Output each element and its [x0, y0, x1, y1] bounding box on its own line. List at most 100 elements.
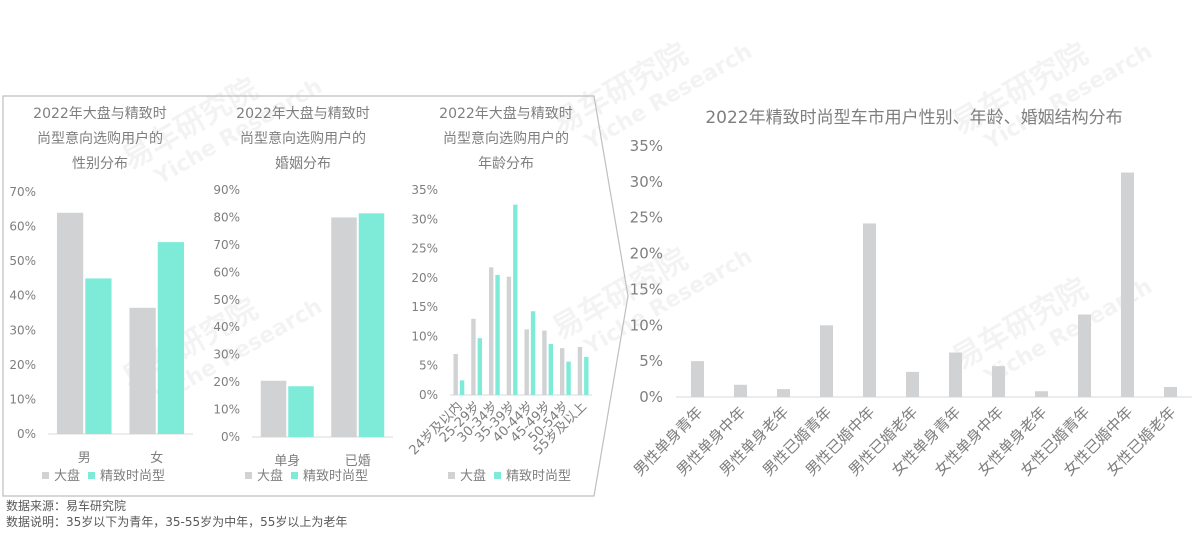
market-bar-6	[559, 348, 565, 395]
y-tick-label: 35%	[630, 137, 663, 155]
legend-label-market: 大盘	[257, 468, 283, 484]
premium-bar-0	[459, 380, 465, 395]
structure-bar-3	[820, 325, 833, 397]
market-bar-0	[453, 354, 458, 395]
y-tick-label: 60%	[213, 265, 240, 279]
y-tick-label: 0%	[221, 430, 240, 444]
y-tick-label: 0%	[17, 427, 36, 441]
chart-title-line: 2022年大盘与精致时	[236, 105, 370, 122]
y-tick-label: 25%	[411, 242, 438, 256]
legend-label-premium: 精致时尚型	[100, 469, 165, 484]
structure-bar-10	[1121, 172, 1134, 397]
structure-bar-5	[906, 371, 919, 397]
y-tick-label: 0%	[419, 388, 438, 402]
structure-bar-9	[1078, 314, 1091, 397]
y-tick-label: 15%	[630, 280, 663, 298]
premium-bar-2	[495, 274, 500, 395]
structure-bar-0	[691, 361, 704, 397]
structure-bar-7	[992, 366, 1005, 397]
y-tick-label: 20%	[630, 245, 663, 263]
chart-title-line: 2022年大盘与精致时	[33, 105, 167, 122]
y-tick-label: 20%	[213, 375, 240, 389]
x-category-label: 女	[150, 450, 163, 466]
premium-bar-4	[530, 311, 536, 395]
legend-swatch-premium	[291, 472, 298, 479]
y-tick-label: 0%	[639, 388, 663, 406]
y-tick-label: 35%	[411, 183, 438, 197]
y-tick-label: 80%	[213, 210, 240, 224]
market-bar-0	[56, 212, 84, 434]
y-tick-label: 5%	[419, 359, 438, 373]
market-bar-7	[577, 346, 583, 395]
legend-swatch-market	[448, 472, 455, 479]
y-tick-label: 10%	[411, 329, 438, 343]
y-tick-label: 70%	[213, 238, 240, 252]
data-explanation-note: 数据说明：35岁以下为青年，35-55岁为中年，55岁以上为老年	[6, 515, 348, 529]
chart-title-line: 婚姻分布	[275, 156, 331, 172]
y-tick-label: 90%	[213, 183, 240, 197]
y-tick-label: 30%	[411, 212, 438, 226]
x-category-label: 单身	[274, 453, 300, 469]
legend-swatch-premium	[88, 472, 95, 479]
premium-bar-1	[477, 338, 483, 395]
premium-bar-3	[513, 204, 518, 395]
legend-swatch-market	[245, 472, 252, 479]
market-bar-4	[524, 329, 529, 395]
x-category-label: 已婚	[345, 454, 371, 469]
legend-label-market: 大盘	[54, 468, 80, 484]
y-tick-label: 70%	[9, 185, 36, 199]
infographic-canvas: 易车研究院 Yiche Research 易车研究院 Yiche Researc…	[2, 37, 1192, 497]
premium-bar-1	[358, 213, 385, 437]
y-tick-label: 20%	[9, 358, 36, 372]
market-bar-3	[506, 276, 512, 395]
y-tick-label: 25%	[630, 209, 663, 227]
y-tick-label: 5%	[639, 352, 663, 370]
chart-title-line: 尚型意向选购用户的	[240, 130, 366, 147]
footnotes: 数据来源：易车研究院 数据说明：35岁以下为青年，35-55岁为中年，55岁以上…	[6, 498, 347, 530]
chart-title: 2022年精致时尚型车市用户性别、年龄、婚姻结构分布	[705, 108, 1122, 128]
market-bar-2	[488, 267, 494, 395]
market-bar-1	[331, 217, 357, 437]
y-tick-label: 40%	[213, 320, 240, 334]
premium-bar-0	[85, 278, 112, 434]
y-tick-label: 40%	[9, 289, 36, 303]
y-tick-label: 20%	[411, 271, 438, 285]
chart-title-line: 2022年大盘与精致时	[439, 105, 573, 122]
y-tick-label: 30%	[213, 348, 240, 362]
market-bar-0	[260, 380, 287, 437]
premium-bar-1	[157, 242, 185, 434]
chart-title-line: 尚型意向选购用户的	[37, 130, 163, 147]
chart-title-line: 性别分布	[72, 156, 128, 172]
chart-title-line: 年龄分布	[478, 156, 534, 172]
structure-bar-4	[863, 223, 876, 397]
y-tick-label: 15%	[411, 300, 438, 314]
premium-bar-6	[566, 361, 571, 395]
y-tick-label: 60%	[9, 220, 36, 234]
chart-title-line: 尚型意向选购用户的	[443, 130, 569, 147]
structure-bar-8	[1035, 391, 1048, 397]
legend-swatch-premium	[494, 472, 501, 479]
structure-bar-1	[734, 384, 747, 397]
market-bar-1	[129, 307, 156, 434]
y-tick-label: 10%	[630, 316, 663, 334]
premium-bar-0	[288, 386, 314, 437]
y-tick-label: 10%	[213, 403, 240, 417]
left-panel-frame	[2, 95, 629, 497]
y-tick-label: 30%	[630, 173, 663, 191]
premium-bar-5	[548, 344, 554, 395]
user-structure-chart: 2022年精致时尚型车市用户性别、年龄、婚姻结构分布 0% 5% 10% 15% 20% 2…	[630, 108, 1192, 479]
market-bar-5	[542, 330, 547, 395]
structure-bar-11	[1164, 386, 1177, 397]
legend-label-market: 大盘	[460, 468, 486, 484]
y-tick-label: 10%	[9, 392, 36, 406]
structure-bar-2	[777, 389, 790, 397]
y-tick-label: 50%	[9, 254, 36, 268]
market-bar-1	[471, 318, 476, 395]
legend-label-premium: 精致时尚型	[506, 469, 571, 484]
y-tick-label: 50%	[213, 293, 240, 307]
y-tick-label: 30%	[9, 323, 36, 337]
data-source-note: 数据来源：易车研究院	[6, 499, 127, 513]
premium-bar-7	[584, 356, 589, 395]
